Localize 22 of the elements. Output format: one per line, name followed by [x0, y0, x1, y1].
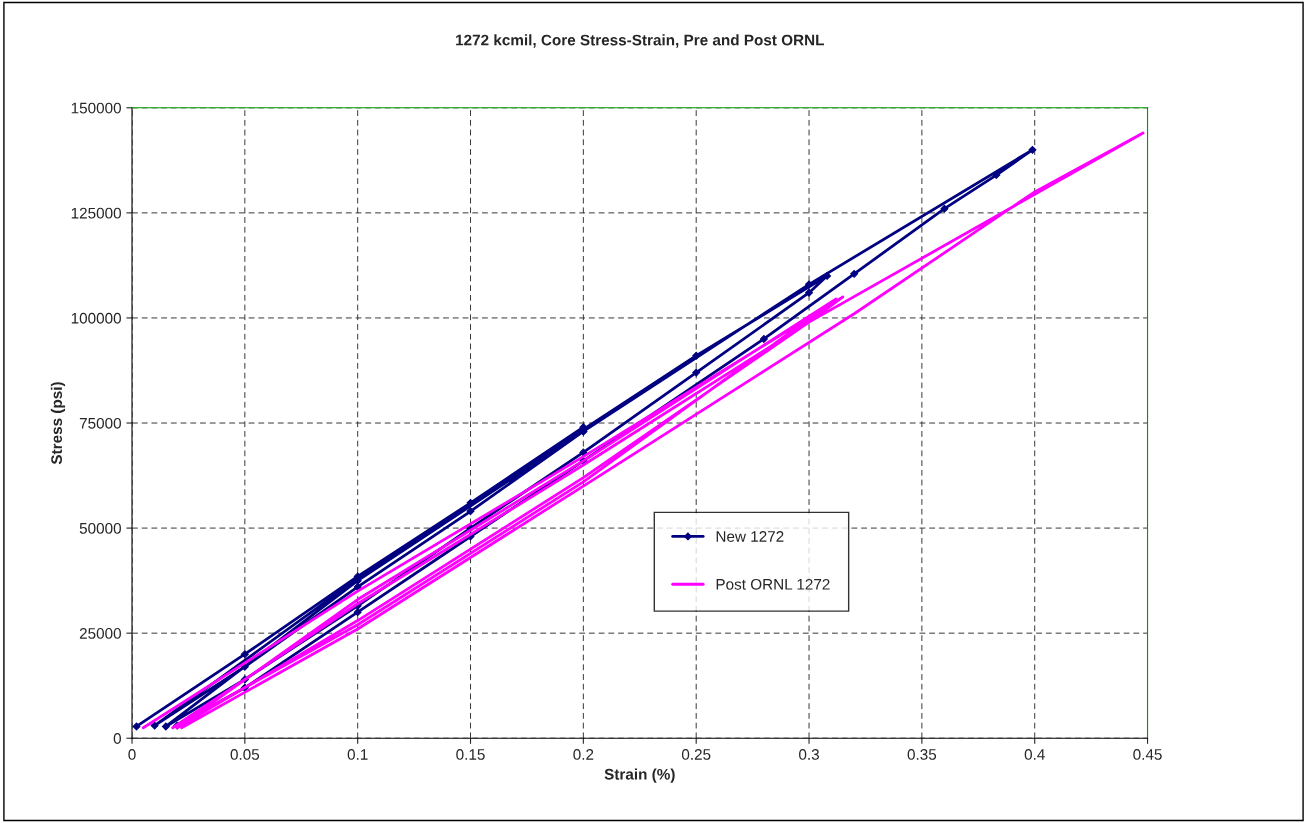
y-tick-label: 150000	[71, 102, 121, 114]
legend-label: Post ORNL 1272	[716, 578, 830, 590]
x-tick-label: 0	[128, 749, 136, 760]
x-tick-label: 0.35	[907, 749, 937, 760]
x-tick-label: 0.4	[1024, 749, 1045, 760]
x-tick-label: 0.05	[230, 749, 260, 760]
y-tick-label: 125000	[71, 207, 121, 219]
legend-label: New 1272	[716, 531, 784, 542]
y-tick-label: 0	[113, 733, 121, 744]
x-tick-label: 0.2	[573, 749, 594, 760]
y-tick-label: 50000	[79, 522, 121, 534]
y-axis-title: Stress (psi)	[50, 382, 66, 465]
x-tick-label: 0.1	[347, 749, 368, 760]
y-tick-label: 25000	[79, 628, 121, 639]
y-tick-label: 75000	[79, 417, 121, 429]
y-tick-label: 100000	[71, 312, 121, 324]
x-tick-label: 0.25	[681, 749, 711, 760]
x-tick-label: 0.45	[1133, 749, 1162, 760]
x-tick-label: 0.3	[799, 749, 819, 760]
x-axis-title: Strain (%)	[604, 768, 675, 783]
x-tick-label: 0.15	[456, 749, 485, 760]
chart-title: 1272 kcmil, Core Stress-Strain, Pre and Post ORNL	[456, 34, 824, 48]
